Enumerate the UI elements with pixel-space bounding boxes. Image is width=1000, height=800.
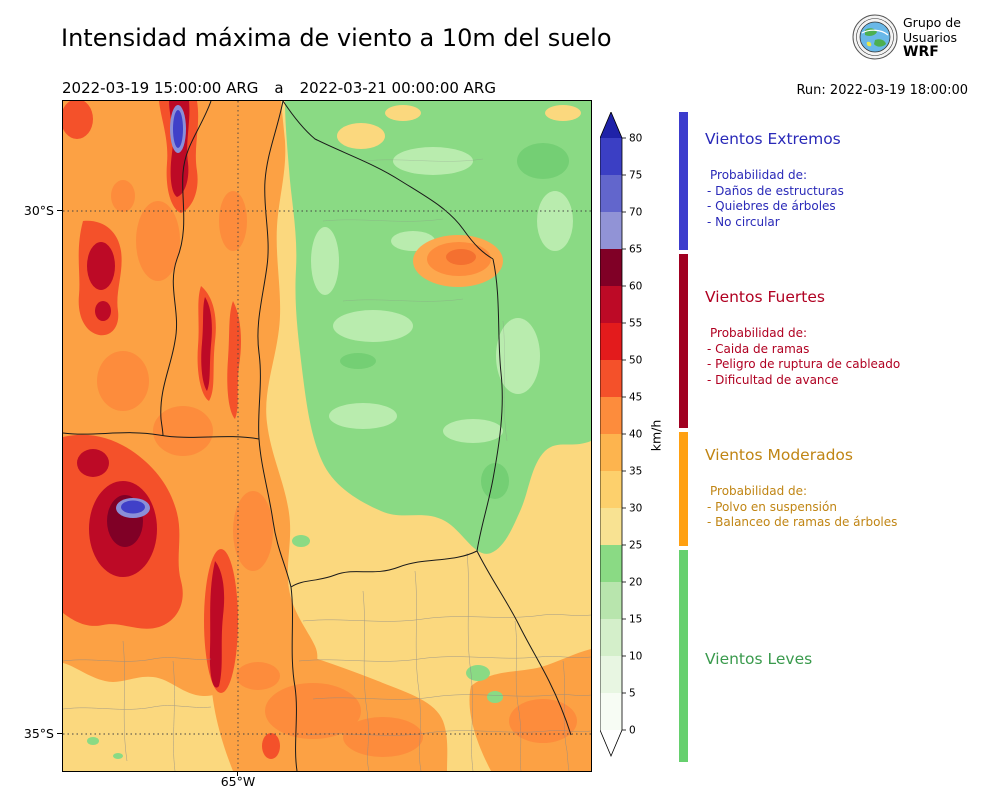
legend-intro: Probabilidad de: bbox=[710, 484, 808, 498]
logo-line-2: Usuarios bbox=[903, 30, 958, 45]
colorbar-tick-label: 15 bbox=[629, 614, 642, 626]
legend-heading-leves: Vientos Leves bbox=[705, 650, 813, 668]
legend-item: - Polvo en suspensión bbox=[707, 499, 837, 514]
forecast-period: 2022-03-19 15:00:00 ARG a 2022-03-21 00:00… bbox=[62, 79, 496, 97]
colorbar-segment bbox=[600, 582, 622, 619]
colorbar-tick-label: 5 bbox=[629, 688, 636, 700]
colorbar-segment bbox=[600, 693, 622, 730]
colorbar-segment bbox=[600, 508, 622, 545]
colorbar-over-arrow bbox=[600, 112, 622, 138]
legend-heading-extremos: Vientos Extremos bbox=[705, 130, 841, 148]
colorbar-segment bbox=[600, 656, 622, 693]
colorbar-segment bbox=[600, 471, 622, 508]
legend-item: - No circular bbox=[707, 214, 780, 229]
legend-section-leves: Vientos Leves bbox=[705, 650, 1000, 688]
legend-item: - Caida de ramas bbox=[707, 341, 810, 356]
legend-item: - Quiebres de árboles bbox=[707, 199, 836, 213]
legend-section-moderados: Vientos Moderados Probabilidad de: - Pol… bbox=[705, 446, 1000, 531]
legend-strip-segment-0 bbox=[679, 112, 688, 250]
logo-line-1: Grupo de bbox=[903, 15, 961, 30]
wind-intensity-map bbox=[63, 101, 591, 771]
period-start: 2022-03-19 15:00:00 ARG bbox=[62, 79, 259, 97]
legend-strip-segment-2 bbox=[679, 432, 688, 546]
colorbar-segment bbox=[600, 545, 622, 582]
extreme-wind-spot-southwest bbox=[121, 500, 145, 514]
model-run-label: Run: 2022-03-19 18:00:00 bbox=[796, 83, 968, 98]
wrf-logo-globe-icon bbox=[852, 14, 898, 60]
colorbar-segment bbox=[600, 249, 622, 286]
colorbar-segment bbox=[600, 212, 622, 249]
colorbar-segment bbox=[600, 323, 622, 360]
contour-fills bbox=[63, 101, 591, 771]
colorbar-segment bbox=[600, 434, 622, 471]
colorbar-tick-label: 55 bbox=[629, 318, 642, 330]
legend-intro: Probabilidad de: bbox=[710, 168, 808, 182]
page-title: Intensidad máxima de viento a 10m del su… bbox=[61, 24, 612, 52]
colorbar-tick-label: 80 bbox=[629, 133, 642, 145]
legend-color-strip bbox=[679, 112, 688, 762]
colorbar-tick-label: 65 bbox=[629, 244, 642, 256]
wrf-logo-text: Grupo de Usuarios WRF bbox=[903, 15, 961, 60]
period-separator: a bbox=[274, 79, 284, 97]
legend-strip-segment-3 bbox=[679, 550, 688, 762]
legend-heading-fuertes: Vientos Fuertes bbox=[705, 288, 825, 306]
x-axis-tick-65w: 65°W bbox=[220, 774, 256, 789]
colorbar-tick-label: 30 bbox=[629, 503, 642, 515]
lat-lon-gridlines bbox=[63, 101, 591, 771]
colorbar-segment bbox=[600, 619, 622, 656]
period-end: 2022-03-21 00:00:00 ARG bbox=[299, 79, 496, 97]
legend-item: - Daños de estructuras bbox=[707, 183, 844, 198]
colorbar-segment bbox=[600, 397, 622, 434]
colorbar-tick-label: 45 bbox=[629, 392, 642, 404]
legend-strip-segment-1 bbox=[679, 254, 688, 428]
legend-section-fuertes: Vientos Fuertes Probabilidad de: - Caida… bbox=[705, 288, 1000, 388]
legend-intro: Probabilidad de: bbox=[710, 326, 808, 340]
y-axis-tick-30s: 30°S bbox=[23, 203, 54, 218]
province-borders bbox=[63, 101, 572, 771]
colorbar-segment bbox=[600, 138, 622, 175]
x-tick-mark bbox=[237, 771, 238, 776]
y-tick-mark bbox=[57, 210, 62, 211]
colorbar-unit-label: km/h bbox=[648, 419, 664, 452]
colorbar-tick-label: 50 bbox=[629, 355, 642, 367]
colorbar-tick-label: 75 bbox=[629, 170, 642, 182]
colorbar: 0 5 10 15 20 25 30 35 40 45 50 55 60 65 70 75 80 bbox=[600, 112, 642, 758]
colorbar-segment bbox=[600, 360, 622, 397]
department-borders bbox=[63, 158, 591, 771]
colorbar-tick-label: 60 bbox=[629, 281, 642, 293]
y-tick-mark bbox=[57, 733, 62, 734]
colorbar-tick-label: 10 bbox=[629, 651, 642, 663]
y-axis-tick-35s: 35°S bbox=[23, 726, 54, 741]
legend-heading-moderados: Vientos Moderados bbox=[705, 446, 853, 464]
colorbar-tick-label: 40 bbox=[629, 429, 642, 441]
colorbar-tick-label: 70 bbox=[629, 207, 642, 219]
legend-section-extremos: Vientos Extremos Probabilidad de: - Daño… bbox=[705, 130, 1000, 230]
light-winds-region bbox=[285, 101, 591, 554]
logo-line-3: WRF bbox=[903, 44, 939, 60]
colorbar-segment bbox=[600, 175, 622, 212]
legend-item: - Balanceo de ramas de árboles bbox=[707, 515, 898, 529]
extreme-wind-spot-north bbox=[173, 110, 183, 148]
colorbar-under-arrow bbox=[600, 730, 622, 756]
colorbar-tick-label: 35 bbox=[629, 466, 642, 478]
colorbar-segment bbox=[600, 286, 622, 323]
legend-item: - Dificultad de avance bbox=[707, 372, 839, 387]
legend-item: - Peligro de ruptura de cableado bbox=[707, 357, 901, 371]
colorbar-tick-label: 0 bbox=[629, 725, 636, 737]
colorbar-tick-label: 20 bbox=[629, 577, 642, 589]
map-frame bbox=[62, 100, 592, 772]
colorbar-tick-label: 25 bbox=[629, 540, 642, 552]
